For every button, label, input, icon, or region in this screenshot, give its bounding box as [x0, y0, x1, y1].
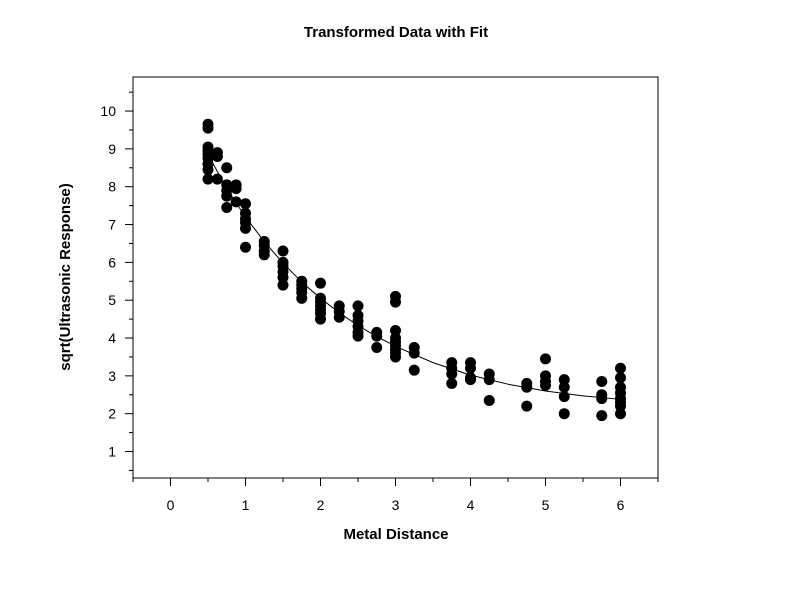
- chart-title: Transformed Data with Fit: [304, 24, 488, 41]
- data-point: [202, 173, 214, 185]
- data-point: [558, 381, 570, 393]
- data-point: [390, 296, 401, 308]
- data-point: [315, 277, 326, 289]
- y-tick-label: 9: [108, 141, 116, 157]
- y-tick-label: 10: [100, 103, 116, 119]
- data-points: [202, 118, 626, 422]
- data-point: [615, 408, 626, 420]
- data-point: [540, 379, 551, 391]
- data-point: [596, 410, 608, 422]
- data-point: [240, 241, 251, 253]
- data-point: [258, 249, 270, 261]
- data-point: [540, 353, 551, 365]
- data-point: [390, 324, 401, 336]
- data-point: [408, 364, 420, 376]
- data-point: [465, 362, 476, 374]
- data-point: [240, 222, 251, 234]
- data-point: [277, 279, 289, 291]
- data-point: [202, 164, 214, 176]
- data-point: [446, 368, 458, 380]
- data-point: [390, 351, 401, 363]
- data-point: [371, 330, 383, 342]
- y-tick-label: 4: [108, 330, 116, 346]
- data-point: [221, 202, 233, 214]
- tick-labels: 0 1 2 3 4 5 6 1 2 3 4 5 6 7 8 9 10: [100, 103, 624, 513]
- fit-line: [207, 154, 621, 400]
- data-point: [352, 330, 364, 342]
- x-tick-label: 2: [317, 497, 325, 513]
- data-point: [408, 347, 420, 359]
- data-point: [521, 381, 533, 393]
- data-point: [371, 341, 383, 353]
- y-tick-label: 1: [108, 444, 116, 460]
- data-point: [240, 198, 251, 210]
- data-point: [558, 391, 570, 403]
- y-tick-label: 7: [108, 217, 116, 233]
- data-point: [315, 313, 326, 325]
- data-point: [615, 372, 626, 384]
- data-point: [230, 196, 242, 208]
- y-tick-label: 3: [108, 368, 116, 384]
- y-tick-label: 8: [108, 179, 116, 195]
- data-point: [521, 400, 533, 412]
- x-tick-label: 6: [617, 497, 625, 513]
- axis-ticks: [125, 91, 659, 486]
- data-point: [558, 408, 570, 420]
- data-point: [221, 190, 233, 202]
- data-point: [277, 272, 289, 283]
- x-tick-label: 4: [467, 497, 475, 513]
- data-point: [446, 377, 458, 389]
- data-point: [615, 400, 626, 412]
- data-point: [221, 162, 233, 174]
- data-point: [483, 394, 495, 406]
- y-axis-title: sqrt(Ultrasonic Response): [57, 183, 74, 371]
- data-point: [277, 245, 289, 257]
- data-point: [211, 150, 223, 162]
- x-tick-label: 1: [242, 497, 250, 513]
- data-point: [202, 122, 214, 134]
- data-point: [558, 374, 570, 386]
- data-point: [333, 311, 345, 323]
- x-axis-title: Metal Distance: [343, 526, 448, 543]
- x-tick-label: 5: [542, 497, 550, 513]
- data-point: [230, 183, 242, 195]
- plot-frame: [132, 76, 659, 479]
- data-point: [596, 393, 608, 405]
- x-tick-label: 0: [167, 497, 175, 513]
- data-point: [483, 374, 495, 386]
- y-tick-label: 5: [108, 292, 116, 308]
- y-tick-label: 6: [108, 254, 116, 270]
- x-tick-label: 3: [392, 497, 400, 513]
- y-tick-label: 2: [108, 406, 116, 422]
- data-point: [615, 362, 626, 374]
- data-point: [596, 376, 608, 388]
- data-point: [352, 300, 364, 312]
- data-point: [211, 173, 223, 185]
- data-point: [296, 292, 308, 304]
- data-point: [465, 374, 476, 386]
